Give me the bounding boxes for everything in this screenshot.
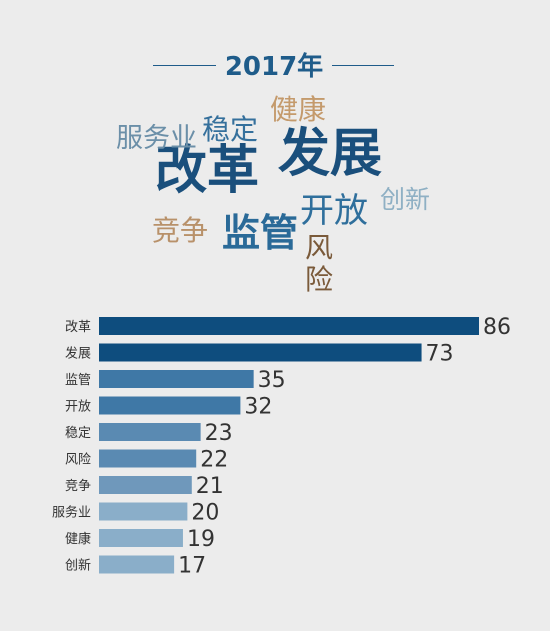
- category-label: 竞争: [65, 478, 91, 494]
- bar: [99, 396, 241, 415]
- bar: [99, 476, 192, 494]
- header-rule-left: [153, 65, 216, 66]
- value-label: 20: [191, 501, 219, 526]
- value-label: 19: [187, 527, 215, 552]
- bar: [99, 370, 254, 388]
- bar: [99, 502, 188, 521]
- cloud-word-jianguan: 监管: [222, 211, 299, 255]
- cloud-word-wending: 稳定: [202, 113, 259, 146]
- cloud-word-fuwuye: 服务业: [116, 123, 197, 154]
- value-label: 35: [258, 368, 286, 393]
- category-label: 健康: [65, 531, 91, 547]
- header-rule-right: [332, 65, 394, 66]
- cloud-word-jiankang: 健康: [270, 93, 327, 126]
- bar: [99, 529, 183, 547]
- category-label: 改革: [65, 320, 91, 335]
- bar: [99, 317, 479, 335]
- word-cloud: 改革 发展 监管 开放 稳定 风险 竞争 服务业 健康 创新: [0, 0, 550, 310]
- category-label: 监管: [65, 373, 91, 388]
- category-label: 风险: [65, 453, 91, 468]
- value-label: 32: [244, 395, 272, 420]
- value-label: 22: [200, 448, 228, 473]
- bar: [99, 343, 422, 362]
- category-label: 发展: [65, 346, 91, 362]
- category-label: 服务业: [52, 505, 91, 521]
- chart-title: 2017年: [224, 52, 324, 82]
- bar-chart-svg: 改革 86 发展 73 监管 35 开放 32 稳定 23 风险 22 竞争 21 服务业 20 健康 19 创新 1…: [52, 315, 511, 579]
- bar: [99, 449, 197, 468]
- cloud-word-chuangxin: 创新: [380, 185, 431, 214]
- cloud-word-kaifang: 开放: [300, 191, 368, 231]
- bar: [99, 423, 201, 441]
- cloud-word-jingzheng: 竞争: [152, 214, 209, 247]
- category-label: 开放: [65, 400, 91, 415]
- value-label: 17: [178, 554, 206, 579]
- cloud-word-gaige: 改革: [155, 141, 260, 201]
- value-label: 23: [205, 421, 233, 446]
- bar: [99, 555, 175, 574]
- bar-chart: 改革 86 发展 73 监管 35 开放 32 稳定 23 风险 22 竞争 21 服务业 20 健康 19 创新 1…: [0, 305, 550, 595]
- value-label: 86: [483, 315, 511, 340]
- category-label: 创新: [65, 558, 91, 574]
- chart-header: 2017年: [0, 46, 550, 82]
- cloud-word-fazhan: 发展: [278, 124, 383, 184]
- value-label: 21: [196, 474, 224, 499]
- cloud-word-fengxian: 风险: [305, 231, 334, 297]
- category-label: 稳定: [65, 425, 91, 441]
- value-label: 73: [426, 342, 454, 367]
